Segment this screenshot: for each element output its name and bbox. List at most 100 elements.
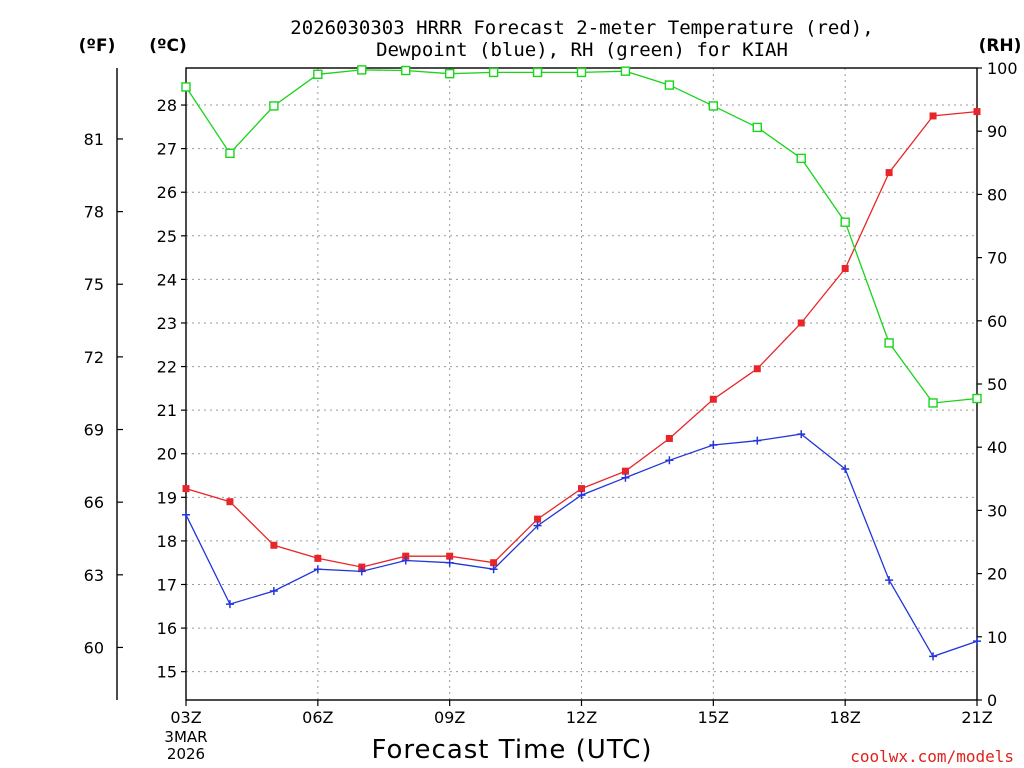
dewpoint-point (665, 456, 674, 465)
rh-tick-label: 30 (987, 501, 1007, 520)
temperature-point (270, 541, 278, 549)
rh-point (620, 66, 631, 76)
rh-point (796, 153, 806, 164)
rh-point (181, 82, 191, 92)
rh-point (972, 393, 982, 404)
celsius-tick-label: 22 (157, 358, 177, 377)
fahrenheit-tick-label: 66 (84, 493, 104, 512)
dewpoint-point (577, 491, 586, 500)
fahrenheit-tick-label: 72 (84, 348, 104, 367)
data-series (181, 65, 982, 661)
rh-point (225, 148, 235, 159)
rh-tick-label: 80 (987, 185, 1007, 204)
temperature-point (709, 395, 717, 403)
celsius-tick-label: 25 (157, 227, 177, 246)
x-tick-label: 03Z (170, 708, 201, 727)
rh-point (269, 101, 279, 111)
dewpoint-point (445, 558, 454, 567)
rh-tick-label: 10 (987, 628, 1007, 647)
dewpoint-point (973, 637, 981, 646)
rh-point (664, 80, 675, 90)
rh-point (488, 67, 499, 78)
celsius-tick-label: 28 (157, 96, 177, 115)
rh-tick-label: 90 (987, 122, 1007, 141)
dewpoint-point (489, 565, 498, 574)
temperature-point (534, 515, 542, 523)
grid-lines (186, 68, 977, 700)
celsius-tick-label: 23 (157, 314, 177, 333)
celsius-unit-label: (ºC) (149, 36, 187, 56)
dewpoint-point (269, 587, 278, 596)
temperature-point (226, 498, 234, 506)
dewpoint-point (885, 576, 894, 585)
rh-point (752, 122, 762, 133)
temperature-point (578, 485, 585, 493)
celsius-tick-label: 18 (157, 532, 177, 551)
rh-tick-label: 40 (987, 438, 1007, 457)
rh-tick-label: 20 (987, 565, 1007, 584)
rh-tick-label: 60 (987, 312, 1007, 331)
x-tick-label: 15Z (698, 708, 729, 727)
chart-title-line-1: 2026030303 HRRR Forecast 2-meter Tempera… (290, 17, 873, 39)
fahrenheit-unit-label: (ºF) (79, 36, 116, 56)
celsius-tick-label: 24 (157, 270, 177, 289)
x-axis-label: Forecast Time (UTC) (371, 735, 652, 765)
temperature-point (885, 169, 893, 177)
temperature-point (358, 563, 366, 571)
dewpoint-point (313, 565, 322, 574)
celsius-tick-label: 26 (157, 183, 177, 202)
fahrenheit-tick-label: 75 (84, 275, 104, 294)
fahrenheit-tick-label: 63 (84, 566, 104, 585)
dewpoint-point (225, 600, 234, 609)
start-date-month: 3MAR (164, 728, 207, 746)
rh-point (401, 65, 411, 76)
rh-point (840, 217, 850, 227)
dewpoint-point (357, 567, 366, 576)
x-tick-label: 18Z (830, 708, 861, 727)
temperature-point (841, 264, 849, 272)
rh-point (357, 65, 367, 75)
dewpoint-point (753, 436, 762, 445)
dewpoint-point (401, 556, 410, 565)
rh-tick-label: 100 (987, 59, 1018, 78)
temperature-point (665, 434, 673, 442)
fahrenheit-tick-label: 81 (84, 130, 104, 149)
temperature-point (753, 365, 761, 373)
celsius-tick-label: 21 (157, 401, 177, 420)
x-tick-label: 12Z (566, 708, 597, 727)
fahrenheit-tick-label: 60 (84, 638, 104, 657)
rh-point (708, 101, 719, 111)
rh-point (532, 67, 543, 78)
dewpoint-point (182, 510, 190, 519)
dewpoint-point (797, 430, 806, 439)
rh-point (313, 69, 323, 80)
x-tick-label: 06Z (302, 708, 333, 727)
dewpoint-series-line (185, 433, 978, 658)
rh-tick-label: 0 (987, 691, 997, 710)
temperature-point (621, 467, 629, 475)
rh-point (576, 67, 587, 78)
rh-tick-label: 50 (987, 375, 1007, 394)
dewpoint-point (841, 464, 850, 473)
credit-text: coolwx.com/models (850, 747, 1014, 766)
x-tick-label: 21Z (961, 708, 992, 727)
fahrenheit-tick-label: 78 (84, 203, 104, 222)
celsius-tick-label: 16 (157, 619, 177, 638)
temperature-point (402, 552, 410, 560)
dewpoint-point (533, 521, 542, 530)
celsius-tick-label: 17 (157, 575, 177, 594)
celsius-tick-label: 20 (157, 445, 177, 464)
rh-point (884, 338, 894, 348)
x-tick-label: 09Z (434, 708, 465, 727)
temperature-point (973, 108, 981, 116)
dewpoint-point (621, 473, 630, 482)
temperature-point (446, 552, 454, 560)
temperature-point (182, 485, 190, 493)
dewpoint-point (709, 441, 718, 450)
plot-frame (185, 67, 978, 701)
rh-point (928, 398, 938, 408)
celsius-tick-label: 27 (157, 140, 177, 159)
temperature-point (929, 112, 937, 120)
rh-unit-label: (RH) (979, 36, 1022, 56)
